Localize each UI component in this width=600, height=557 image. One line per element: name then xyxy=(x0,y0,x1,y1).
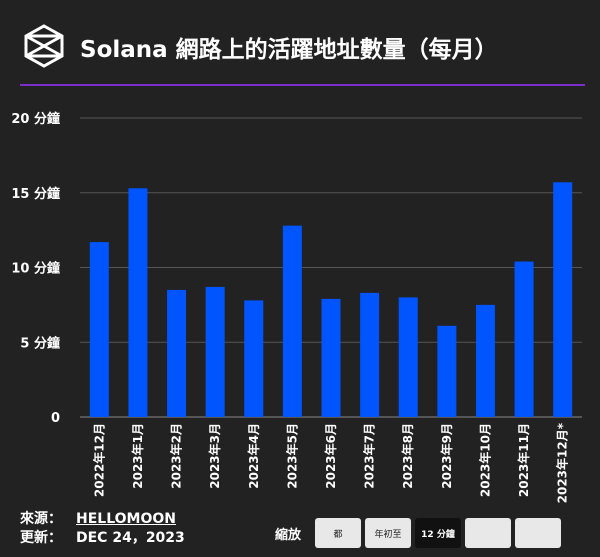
bar[interactable] xyxy=(244,300,264,417)
zoom-controls: 縮放 都 年初至 12 分鐘 xyxy=(275,518,562,548)
x-tick-label: 2023年3月 xyxy=(207,423,222,489)
source-label: 來源： xyxy=(20,511,62,527)
source-link[interactable]: HELLOMOON xyxy=(76,511,176,527)
x-tick-label: 2023年2月 xyxy=(169,423,184,489)
bar[interactable] xyxy=(321,298,341,417)
y-tick-label: 10 分鐘 xyxy=(11,261,60,277)
hellomoon-logo-icon xyxy=(24,24,64,68)
bar-chart: 0 5 分鐘 10 分鐘 15 分鐘 20 分鐘 2022年12月 2023年1月 2023… xyxy=(11,111,582,503)
zoom-ytd-button[interactable]: 年初至 xyxy=(365,518,412,548)
bar[interactable] xyxy=(205,286,225,417)
updated-date: DEC 24，2023 xyxy=(76,530,185,546)
footer: 來源： HELLOMOON 更新： DEC 24，2023 xyxy=(20,510,185,548)
x-tick-label: 2023年5月 xyxy=(284,423,299,489)
bar[interactable] xyxy=(398,297,418,417)
updated-label: 更新： xyxy=(20,530,62,546)
header-divider xyxy=(20,84,585,86)
zoom-option-4-button[interactable] xyxy=(465,518,512,548)
header: Solana 網路上的活躍地址數量（每月） xyxy=(0,0,600,86)
chart-title: Solana 網路上的活躍地址數量（每月） xyxy=(80,37,498,63)
x-tick-label: 2023年1月 xyxy=(130,423,145,489)
x-tick-label: 2023年7月 xyxy=(362,423,377,489)
x-tick-label: 2023年8月 xyxy=(400,423,415,489)
bar[interactable] xyxy=(89,242,109,417)
x-tick-label: 2023年10月 xyxy=(477,423,492,497)
zoom-option-5-button[interactable] xyxy=(515,518,562,548)
updated-row: 更新： DEC 24，2023 xyxy=(20,529,185,548)
x-tick-label: 2023年11月 xyxy=(516,423,531,497)
y-tick-label: 20 分鐘 xyxy=(11,111,60,127)
bar[interactable] xyxy=(360,292,380,417)
y-tick-label: 0 xyxy=(51,411,60,426)
x-tick-label: 2023年6月 xyxy=(323,423,338,489)
y-tick-labels: 0 5 分鐘 10 分鐘 15 分鐘 20 分鐘 xyxy=(11,111,60,426)
bars xyxy=(89,182,573,417)
y-tick-label: 15 分鐘 xyxy=(11,186,60,202)
bar[interactable] xyxy=(475,304,495,417)
bar[interactable] xyxy=(437,325,457,417)
zoom-label: 縮放 xyxy=(275,527,302,543)
x-tick-label: 2023年4月 xyxy=(246,423,261,489)
bar[interactable] xyxy=(514,261,534,417)
y-tick-label: 5 分鐘 xyxy=(20,335,60,351)
bar[interactable] xyxy=(128,188,148,417)
bar[interactable] xyxy=(553,182,573,417)
bar[interactable] xyxy=(282,225,302,417)
x-tick-labels: 2022年12月 2023年1月 2023年2月 2023年3月 2023年4月 2023… xyxy=(91,422,569,503)
zoom-all-button[interactable]: 都 xyxy=(315,518,362,548)
x-tick-label: 2023年12月* xyxy=(555,422,570,503)
source-row: 來源： HELLOMOON xyxy=(20,510,185,529)
zoom-12-button[interactable]: 12 分鐘 xyxy=(415,518,462,548)
x-tick-label: 2023年9月 xyxy=(439,423,454,489)
bar[interactable] xyxy=(167,289,187,417)
x-tick-label: 2022年12月 xyxy=(91,423,106,497)
